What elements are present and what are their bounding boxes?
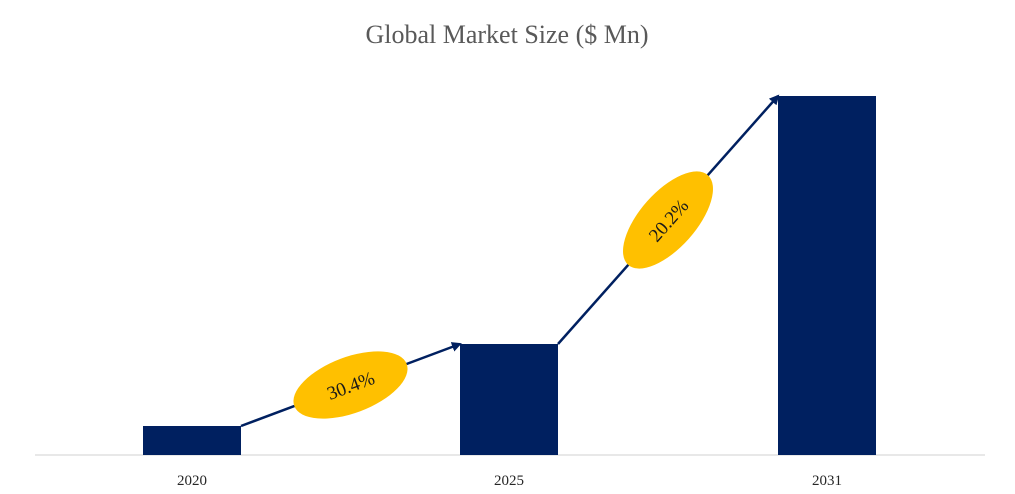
growth-arrows-group: 30.4% 20.2% <box>240 94 780 428</box>
cagr-badge-2: 20.2% <box>623 171 713 269</box>
cagr-ellipse-2 <box>623 171 713 269</box>
bar-2025 <box>460 344 558 455</box>
x-tick-label-2020: 2020 <box>177 473 207 489</box>
x-tick-labels: 2020 2025 2031 <box>177 473 842 489</box>
chart-title: Global Market Size ($ Mn) <box>365 20 648 49</box>
bar-2031 <box>778 96 876 455</box>
cagr-ellipse-1 <box>293 351 408 419</box>
x-tick-label-2031: 2031 <box>812 473 842 489</box>
bars-group <box>143 96 876 455</box>
bar-2020 <box>143 426 241 455</box>
x-tick-label-2025: 2025 <box>494 473 524 489</box>
cagr-badge-1: 30.4% <box>293 351 408 419</box>
